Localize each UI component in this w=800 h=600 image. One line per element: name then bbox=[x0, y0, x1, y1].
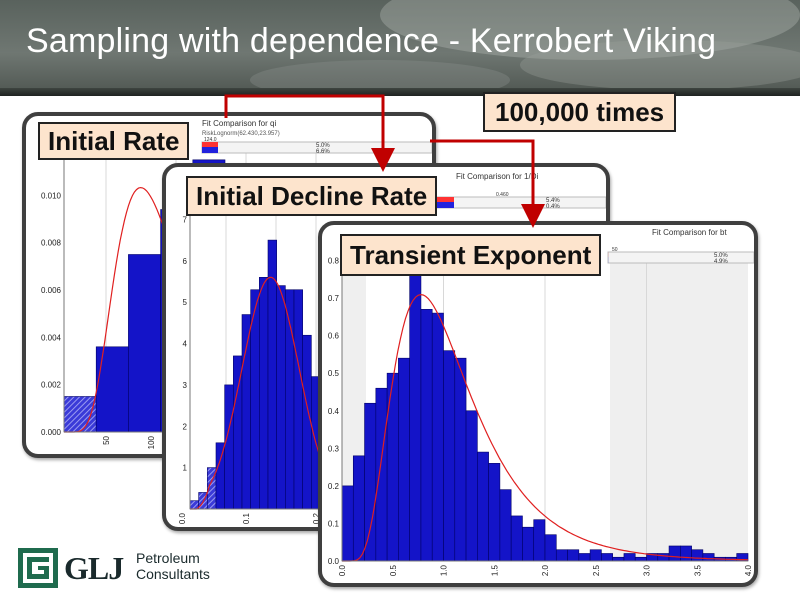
iterations-callout: 100,000 times bbox=[483, 92, 677, 132]
y-tick-label: 0.7 bbox=[328, 294, 340, 303]
y-tick-label: 4 bbox=[183, 340, 188, 349]
x-tick-label: 0.0 bbox=[178, 512, 187, 524]
y-tick-label: 0.3 bbox=[328, 444, 340, 453]
arrow-decline-to-exponent bbox=[430, 139, 545, 228]
y-tick-label: 3 bbox=[183, 381, 188, 390]
x-tick-label: 1.0 bbox=[440, 564, 449, 576]
x-tick-label: 1.5 bbox=[490, 564, 499, 576]
fit-curve-line bbox=[190, 276, 321, 510]
fit-header-title: Fit Comparison for bt bbox=[652, 228, 727, 237]
fit-stat-1: 5.4% bbox=[546, 198, 560, 204]
y-tick-label: 0.2 bbox=[328, 482, 340, 491]
y-tick-label: 0.002 bbox=[41, 381, 62, 390]
y-tick-label: 0.000 bbox=[41, 428, 62, 437]
y-tick-label: 0.004 bbox=[41, 333, 62, 342]
y-tick-label: 0.4 bbox=[328, 407, 340, 416]
y-tick-label: 0.0 bbox=[328, 557, 340, 566]
fit-marker-value: 0.460 bbox=[496, 192, 509, 198]
y-tick-label: 5 bbox=[183, 298, 188, 307]
fit-header-title: Fit Comparison for qi bbox=[202, 119, 276, 128]
x-tick-label: 4.0 bbox=[744, 564, 753, 576]
y-tick-label: 1 bbox=[183, 464, 188, 473]
y-tick-label: 6 bbox=[183, 257, 188, 266]
x-tick-label: 50 bbox=[102, 435, 111, 444]
callout-transient-exponent: Transient Exponent bbox=[340, 234, 602, 276]
y-tick-label: 0.008 bbox=[41, 239, 62, 248]
callout-initial-rate: Initial Rate bbox=[38, 122, 190, 160]
y-tick-label: 0.5 bbox=[328, 369, 340, 378]
fit-header-title: Fit Comparison for 1/Di bbox=[456, 172, 538, 181]
fit-stat-1: 5.0% bbox=[316, 143, 330, 149]
slide-title: Sampling with dependence - Kerrobert Vik… bbox=[26, 22, 717, 60]
fit-header-subtitle: RiskLognorm(62.430,23.957) bbox=[202, 131, 280, 137]
tail-region-right bbox=[610, 253, 748, 561]
chart-panel-transient-exponent: 0.0 0.1 0.2 0.3 0.4 0.5 0.6 0.7 0.8 0.0 0.5 1.0 1.5 2… bbox=[318, 221, 758, 587]
fit-marker-value: 50 bbox=[612, 247, 618, 253]
x-tick-label: 0.1 bbox=[242, 512, 251, 524]
callout-initial-decline-rate: Initial Decline Rate bbox=[186, 176, 438, 216]
logo-subtitle: Petroleum Consultants bbox=[136, 550, 210, 582]
y-tick-label: 0.010 bbox=[41, 191, 62, 200]
transient-exponent-chart: 0.0 0.1 0.2 0.3 0.4 0.5 0.6 0.7 0.8 0.0 0.5 1.0 1.5 2… bbox=[328, 228, 754, 576]
fit-legend-red bbox=[202, 142, 218, 147]
y-tick-label: 0.006 bbox=[41, 286, 62, 295]
logo-line2: Consultants bbox=[136, 566, 210, 582]
x-tick-label: 3.0 bbox=[643, 564, 652, 576]
fit-stat-2: 0.4% bbox=[546, 204, 560, 210]
x-tick-label: 0.5 bbox=[389, 564, 398, 576]
fit-curve-line bbox=[342, 293, 748, 562]
logo-line1: Petroleum bbox=[136, 550, 200, 566]
x-tick-label: 2.5 bbox=[592, 564, 601, 576]
arrow-rate-to-decline bbox=[224, 94, 395, 172]
y-tick-label: 2 bbox=[183, 422, 188, 431]
y-tick-label: 0.1 bbox=[328, 519, 340, 528]
fit-stat-2: 6.6% bbox=[316, 149, 330, 155]
fit-stat-1: 5.0% bbox=[714, 253, 728, 259]
initial-decline-rate-chart: 1 2 3 4 5 6 7 0.0 0.1 0.2 Fit Comparison for 1/Di 5… bbox=[178, 172, 606, 524]
x-tick-label: 3.5 bbox=[693, 564, 702, 576]
x-tick-label: 100 bbox=[147, 435, 156, 449]
fit-legend-blue bbox=[436, 202, 454, 208]
glj-logo-icon bbox=[18, 548, 58, 588]
fit-stat-2: 4.9% bbox=[714, 259, 728, 265]
fit-legend-blue bbox=[202, 147, 218, 153]
y-tick-label: 0.8 bbox=[328, 257, 340, 266]
company-logo: GLJ Petroleum Consultants bbox=[18, 544, 228, 590]
y-tick-label: 7 bbox=[183, 215, 188, 224]
fit-marker-value: 124.0 bbox=[204, 137, 217, 143]
x-tick-label: 0.2 bbox=[312, 512, 321, 524]
x-tick-label: 2.0 bbox=[541, 564, 550, 576]
logo-text: GLJ bbox=[64, 550, 124, 586]
y-tick-label: 0.6 bbox=[328, 332, 340, 341]
title-banner bbox=[0, 0, 800, 96]
fit-legend-red bbox=[436, 197, 454, 202]
x-tick-label: 0.0 bbox=[338, 564, 347, 576]
